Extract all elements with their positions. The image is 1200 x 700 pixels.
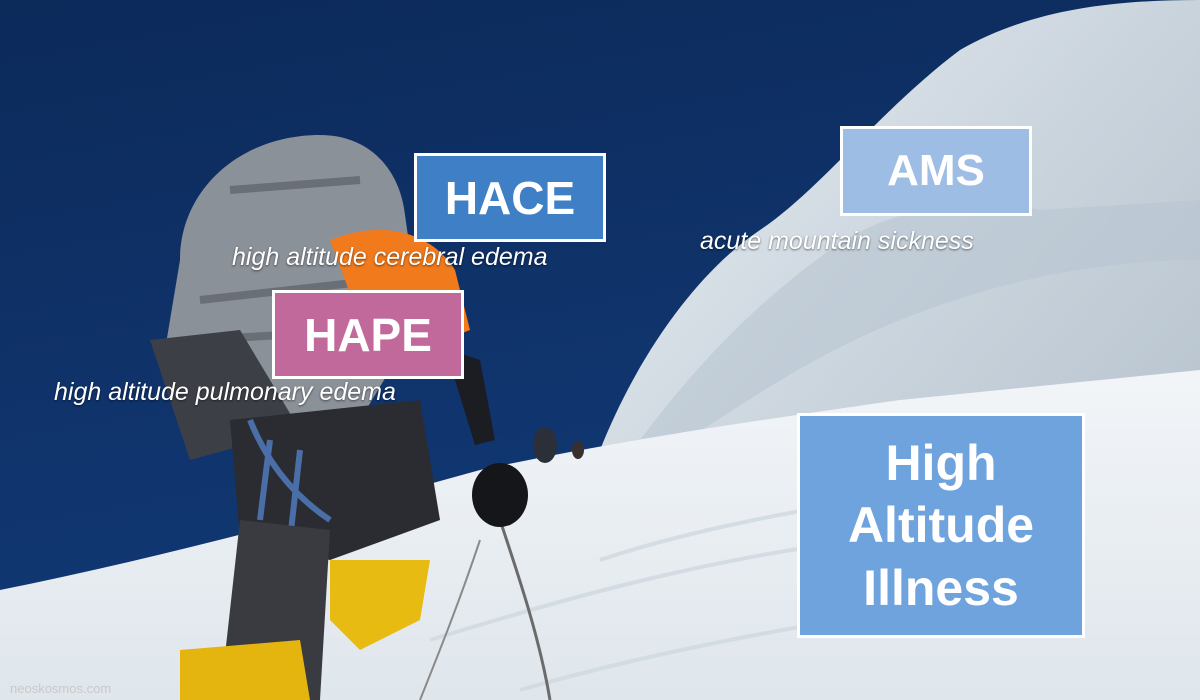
ridge-shadow	[640, 200, 1200, 470]
main-title-line: High	[885, 434, 997, 491]
hace-label-box: HACE	[414, 153, 606, 242]
hape-label-box: HAPE	[272, 290, 464, 379]
rope	[419, 539, 481, 700]
leg-yellow	[330, 560, 430, 650]
hace-abbreviation: HACE	[444, 171, 576, 224]
hape-abbreviation: HAPE	[304, 308, 432, 361]
hape-caption: high altitude pulmonary edema	[54, 378, 396, 406]
harness-gear	[247, 418, 332, 541]
rope	[498, 519, 552, 700]
arm	[420, 340, 495, 445]
torso	[230, 400, 440, 560]
main-title-line: Altitude	[847, 497, 1035, 554]
high-altitude-illness-box: High Altitude Illness	[797, 413, 1085, 638]
ams-abbreviation: AMS	[887, 146, 985, 195]
main-title-line: Illness	[863, 559, 1019, 616]
distant-climber	[533, 427, 557, 463]
ams-caption: acute mountain sickness	[700, 227, 974, 255]
hace-caption: high altitude cerebral edema	[232, 243, 548, 271]
distant-climber	[572, 441, 584, 459]
watermark: neoskosmos.com	[10, 681, 112, 696]
boot-yellow	[180, 640, 310, 700]
glove	[472, 463, 528, 527]
ams-label-box: AMS	[840, 126, 1032, 216]
